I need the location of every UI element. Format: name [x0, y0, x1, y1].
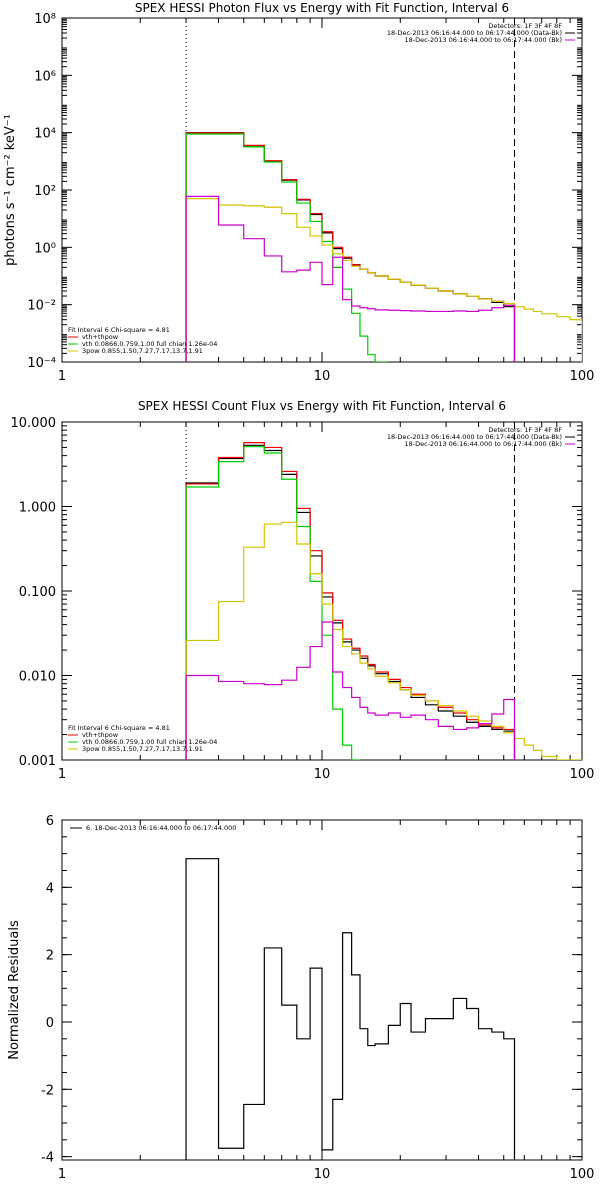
legend-entry: vth+thpow — [82, 731, 119, 739]
legend-entry: Detectors: 1F 3F 4F 8F — [488, 22, 562, 30]
series-power_law — [185, 521, 582, 760]
y-axis-label: photons s⁻¹ cm⁻² keV⁻¹ — [3, 114, 18, 266]
y-tick-label: 10⁸ — [34, 12, 56, 27]
y-tick-label: -4 — [41, 1151, 54, 1166]
y-tick-label: 10⁶ — [34, 69, 56, 84]
x-tick-label: 10 — [314, 1167, 331, 1182]
y-tick-label: -2 — [41, 1083, 54, 1098]
x-tick-label: 100 — [570, 767, 595, 782]
chart-title: SPEX HESSI Count Flux vs Energy with Fit… — [138, 399, 506, 413]
y-tick-label: 1.000 — [19, 501, 56, 516]
series-observed — [185, 858, 516, 1160]
legend-entry: Detectors: 1F 3F 4F 8F — [488, 426, 562, 434]
y-tick-label: 0.010 — [19, 670, 56, 685]
legend-entry: 3pow 0.855,1.50,7.27,7.17,13.7,1.91 — [82, 745, 203, 753]
series-total_fit — [185, 442, 516, 760]
y-axis-label: Normalized Residuals — [7, 920, 22, 1060]
y-tick-label: 4 — [46, 881, 54, 896]
photon-flux-panel: SPEX HESSI Photon Flux vs Energy with Fi… — [3, 1, 594, 384]
y-tick-label: 0.001 — [19, 754, 56, 769]
legend-entry: Fit Interval 6 Chi-square = 4.81 — [68, 724, 170, 732]
y-tick-label: 2 — [46, 949, 54, 964]
series-observed — [185, 132, 516, 362]
y-tick-label: 6 — [46, 814, 54, 829]
plot-frame — [61, 17, 583, 363]
chart-title: SPEX HESSI Photon Flux vs Energy with Fi… — [135, 1, 509, 15]
legend-entry: 18-Dec-2013 06:16:44.000 to 06:17:44.000… — [387, 29, 562, 37]
legend-entry: vth 0.0866,0.759,1.00 full chian 1.26e-0… — [82, 738, 217, 746]
legend-entry: 3pow 0.855,1.50,7.27,7.17,13.7,1.91 — [82, 347, 203, 355]
legend-entry: vth+thpow — [82, 333, 119, 341]
series-background — [185, 195, 516, 362]
series-thermal — [185, 133, 389, 362]
count-flux-panel: SPEX HESSI Count Flux vs Energy with Fit… — [11, 399, 595, 782]
legend-entry: 6. 18-Dec-2013 06:16:44.000 to 06:17:44.… — [86, 824, 236, 832]
series-background — [185, 621, 516, 760]
x-tick-label: 1 — [58, 369, 66, 384]
y-tick-label: 10⁻⁴ — [27, 356, 56, 371]
x-tick-label: 1 — [58, 767, 66, 782]
residuals-panel: 1 10 100 -4 -2 0 2 4 6 Normalized Residuals 6. 18-… — [7, 814, 594, 1182]
x-tick-label: 100 — [570, 369, 595, 384]
y-tick-label: 10⁰ — [34, 241, 56, 256]
legend-entry: Fit Interval 6 Chi-square = 4.81 — [68, 326, 170, 334]
legend-entry: 18-Dec-2013 06:16:44.000 to 06:17:44.000… — [405, 36, 563, 44]
series-thermal — [185, 446, 360, 760]
y-tick-label: 0 — [46, 1016, 54, 1031]
series-power_law — [185, 198, 582, 362]
y-tick-label: 10⁻² — [27, 299, 56, 314]
x-tick-label: 10 — [314, 369, 331, 384]
y-tick-label: 10² — [34, 184, 56, 199]
x-tick-label: 10 — [314, 767, 331, 782]
y-tick-label: 10⁴ — [34, 127, 56, 142]
y-tick-label: 10.000 — [11, 416, 57, 431]
legend-entry: 18-Dec-2013 06:16:44.000 to 06:17:44.000… — [405, 440, 563, 448]
legend-entry: vth 0.0866,0.759,1.00 full chian 1.26e-0… — [82, 340, 217, 348]
x-tick-label: 100 — [570, 1167, 595, 1182]
y-tick-label: 0.100 — [19, 585, 56, 600]
series-total_fit — [185, 132, 516, 362]
legend-entry: 18-Dec-2013 06:16:44.000 to 06:17:44.000… — [387, 433, 562, 441]
x-tick-label: 1 — [58, 1167, 66, 1182]
